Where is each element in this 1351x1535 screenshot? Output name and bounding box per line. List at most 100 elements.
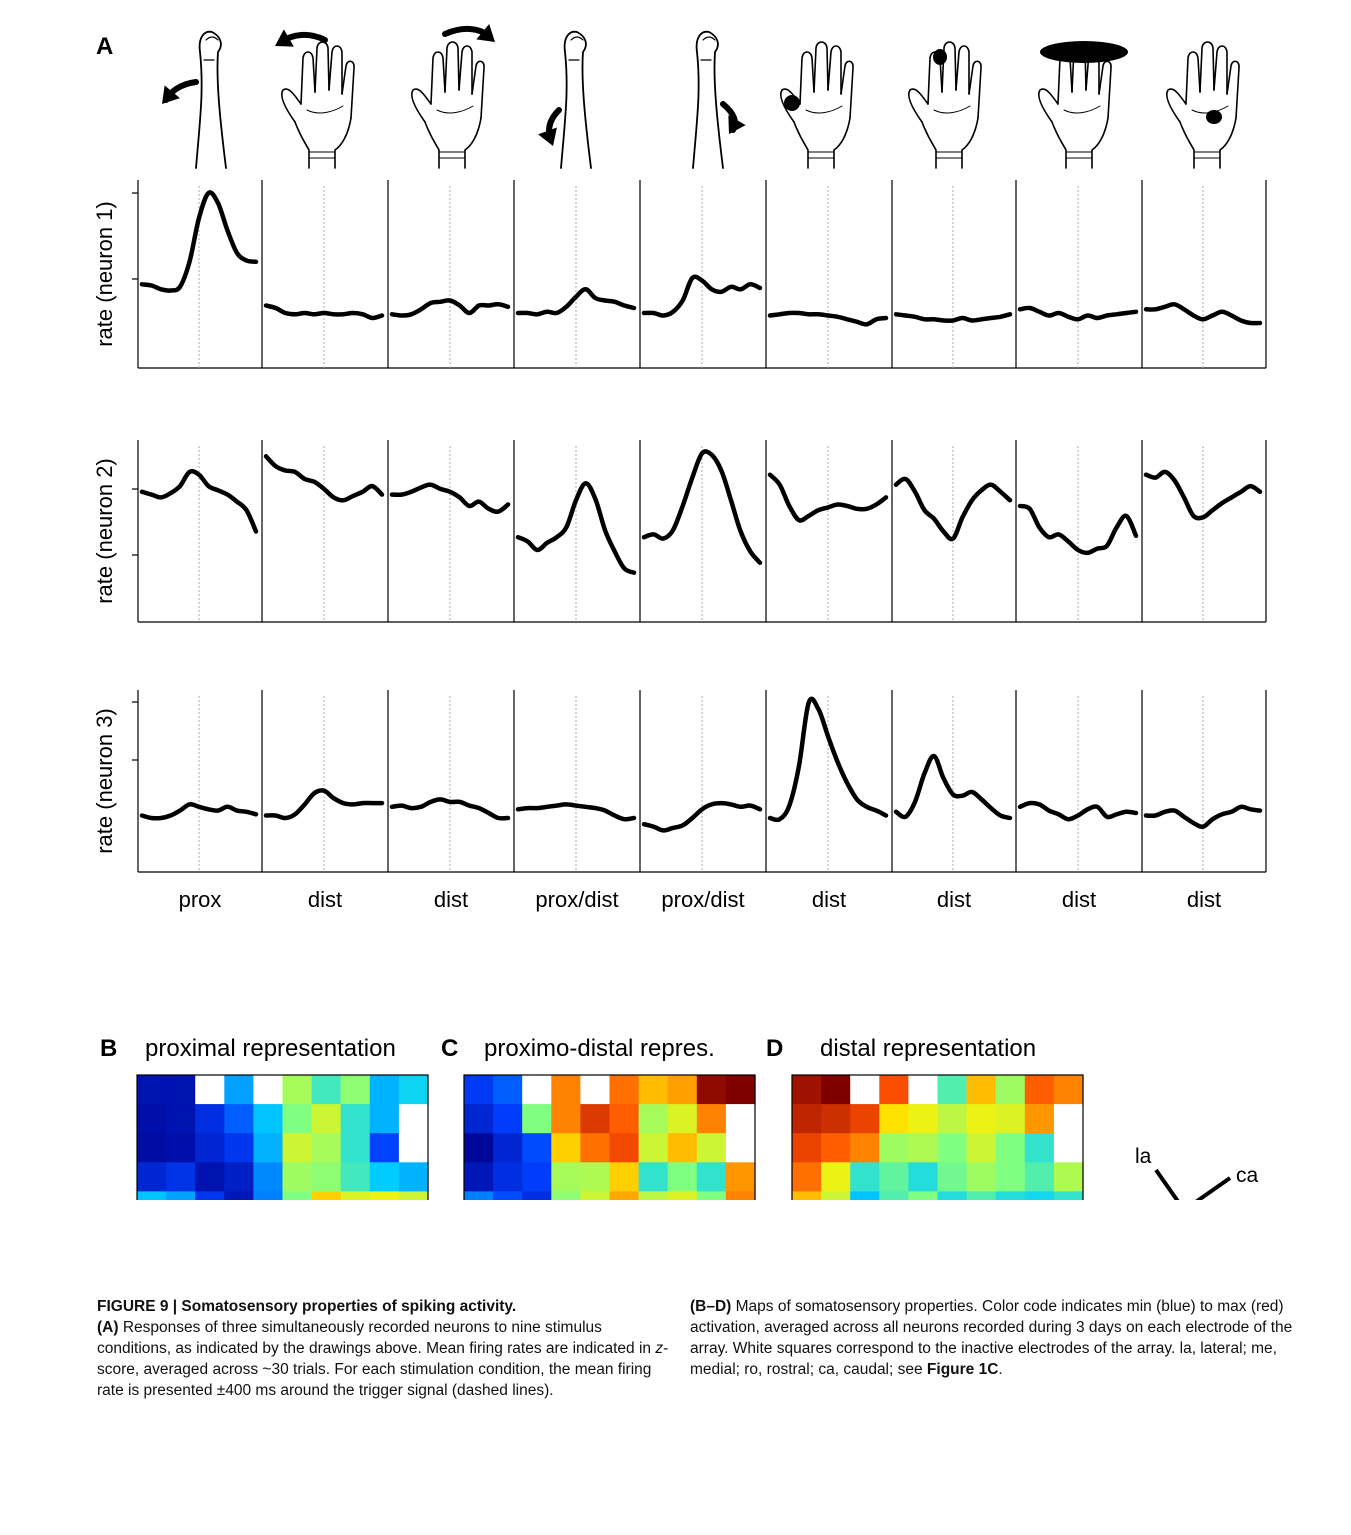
panel-letter-c: C [441, 1035, 458, 1062]
electrode-cell [995, 1075, 1026, 1105]
heatmap-frame [136, 1074, 429, 1200]
electrode-cell [725, 1075, 756, 1105]
electrode-cell [195, 1191, 225, 1200]
map-title-d: distal representation [820, 1035, 1036, 1062]
electrode-cell [966, 1104, 997, 1134]
electrode-cell [369, 1191, 400, 1200]
electrode-cell [340, 1075, 371, 1105]
electrode-cell [493, 1133, 523, 1163]
electrode-cell [137, 1104, 167, 1134]
electrode-cell [311, 1162, 342, 1192]
electrode-cell [638, 1075, 669, 1105]
electrode-cell [311, 1133, 342, 1163]
compass-axis-la-me [1154, 1168, 1180, 1200]
caption-end: . [998, 1361, 1003, 1378]
figure-caption-right: (B–D) Maps of somatosensory properties. … [690, 1296, 1320, 1380]
trace-neuron-3-cond-7 [893, 753, 1013, 821]
electrode-cell [937, 1191, 968, 1200]
electrode-cell [850, 1133, 880, 1163]
electrode-cell [638, 1191, 669, 1200]
electrode-cell [195, 1104, 225, 1134]
electrode-cell [667, 1133, 698, 1163]
electrode-cell [398, 1162, 429, 1192]
electrode-cell [137, 1162, 167, 1192]
electrode-cell [166, 1191, 196, 1200]
fingertips-brush-icon [1037, 41, 1128, 169]
y-axis-label-neuron-3: rate (neuron 3) [92, 708, 117, 854]
electrode-cell [282, 1075, 313, 1105]
electrode-cell [638, 1104, 669, 1134]
electrode-cell [1053, 1191, 1084, 1200]
electrode-cell [282, 1191, 313, 1200]
trace-neuron-1-cond-1 [139, 190, 259, 293]
caption-text-bd: Maps of somatosensory properties. Color … [690, 1298, 1293, 1378]
heatmap-c [463, 1074, 756, 1200]
inactive-electrode-cell [580, 1075, 611, 1105]
electrode-cell [282, 1104, 313, 1134]
electrode-cell [937, 1104, 968, 1134]
electrode-cell [879, 1162, 909, 1192]
electrode-cell [580, 1133, 611, 1163]
electrode-cell [696, 1133, 727, 1163]
electrode-cell [551, 1075, 581, 1105]
compass-axis-ro-ca [1195, 1176, 1232, 1200]
electrode-cell [493, 1162, 523, 1192]
trace-neuron-1-cond-2 [263, 303, 385, 321]
trace-neuron-2-cond-1 [139, 468, 259, 534]
heatmap-frame [463, 1074, 756, 1200]
electrode-cell [1024, 1162, 1055, 1192]
electrode-cell [1024, 1104, 1055, 1134]
caption-label-a: (A) [97, 1319, 119, 1336]
electrode-cell [282, 1133, 313, 1163]
trace-neuron-3-cond-4 [515, 802, 637, 822]
trace-neuron-1-cond-3 [389, 298, 511, 318]
electrode-cell [369, 1075, 400, 1105]
electrode-cell [464, 1104, 494, 1134]
trace-neuron-1-cond-5 [641, 274, 763, 318]
electrode-cell [224, 1133, 254, 1163]
electrode-cell [792, 1162, 822, 1192]
electrode-cell [821, 1162, 851, 1192]
electrode-cell [995, 1133, 1026, 1163]
trace-neuron-3-cond-9 [1143, 804, 1263, 830]
electrode-cell [253, 1162, 284, 1192]
trace-neuron-2-cond-4 [515, 480, 637, 575]
electrode-cell [224, 1162, 254, 1192]
electrode-cell [253, 1104, 284, 1134]
caption-zscore: z [655, 1340, 664, 1357]
electrode-cell [966, 1133, 997, 1163]
trace-neuron-2-cond-5 [641, 449, 763, 566]
trace-neuron-2-cond-6 [767, 472, 889, 523]
stimulus-icons [162, 24, 1240, 169]
compass-label-ca: ca [1236, 1164, 1259, 1187]
electrode-cell [667, 1162, 698, 1192]
panel-letter-b: B [100, 1035, 117, 1062]
condition-label: dist [1187, 887, 1221, 912]
electrode-cell [966, 1162, 997, 1192]
trace-neuron-3-cond-5 [641, 800, 763, 833]
electrode-cell [609, 1162, 640, 1192]
electrode-cell [850, 1191, 880, 1200]
electrode-cell [137, 1075, 167, 1105]
inactive-electrode-cell [253, 1075, 284, 1105]
electrode-cell [340, 1133, 371, 1163]
electrode-cell [638, 1162, 669, 1192]
electrode-cell [821, 1133, 851, 1163]
electrode-cell [792, 1191, 822, 1200]
trace-neuron-1-cond-4 [515, 287, 637, 317]
caption-text-a2: -score, averaged across ~30 trials. For … [97, 1340, 669, 1399]
electrode-cell [580, 1162, 611, 1192]
inactive-electrode-cell [398, 1133, 429, 1163]
condition-label: dist [937, 887, 971, 912]
y-axis-label-neuron-2: rate (neuron 2) [92, 458, 117, 604]
trace-neuron-2-cond-9 [1143, 469, 1263, 521]
electrode-cell [821, 1191, 851, 1200]
hand-sweep-right-icon [410, 24, 495, 169]
y-axis-label-neuron-1: rate (neuron 1) [92, 201, 117, 347]
electrode-cell [398, 1075, 429, 1105]
trace-neuron-1-cond-7 [893, 312, 1013, 323]
electrode-cell [879, 1075, 909, 1105]
forearm-rotate-left-icon [162, 30, 227, 169]
electrode-cell [792, 1075, 822, 1105]
condition-label: prox/dist [535, 887, 618, 912]
